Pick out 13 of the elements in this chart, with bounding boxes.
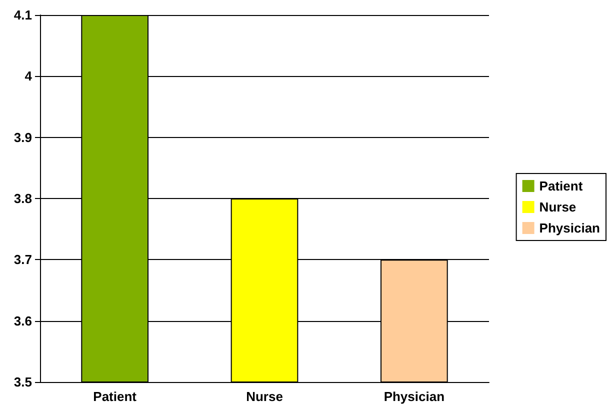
legend-label: Physician xyxy=(539,220,600,236)
y-tick-label: 4 xyxy=(24,68,33,84)
y-tick-label: 4.1 xyxy=(14,8,32,22)
y-tick-label: 3.6 xyxy=(14,313,32,328)
y-tick-label: 3.7 xyxy=(14,252,32,268)
y-tick-label: 3.9 xyxy=(14,130,32,145)
y-tick-label: 3.8 xyxy=(14,191,32,206)
x-tick-label: Nurse xyxy=(246,389,283,404)
y-tick-label: 3.5 xyxy=(14,374,32,390)
legend-label: Nurse xyxy=(539,200,576,214)
legend-label: Patient xyxy=(539,178,584,194)
x-tick-label: Physician xyxy=(384,389,445,404)
x-tick-label: Patient xyxy=(93,389,138,404)
